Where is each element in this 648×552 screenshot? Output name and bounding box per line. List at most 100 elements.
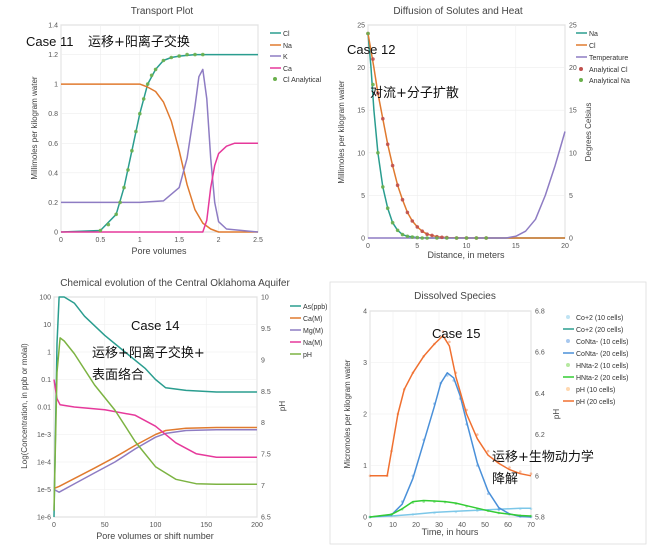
data-point-cl-analytical xyxy=(106,222,111,227)
y-axis-label: Log(Concentration, in ppb or molal) xyxy=(20,343,29,469)
data-point-ph-10-cells xyxy=(529,472,533,476)
chart-title: Diffusion of Solutes and Heat xyxy=(393,6,523,17)
grid xyxy=(369,310,532,518)
y-tick-label: 0.4 xyxy=(48,170,58,177)
x-tick-label: 0 xyxy=(368,522,372,529)
data-point-analytical-na xyxy=(435,236,439,240)
y-tick-label: 100 xyxy=(39,295,51,302)
series-line-conta-20-cells xyxy=(369,372,532,518)
data-point-ph-10-cells xyxy=(448,340,451,344)
x-tick-label: 100 xyxy=(150,522,162,529)
x-ticks: 0 5 10 15 20 xyxy=(366,243,569,250)
y2-tick-label: 5 xyxy=(569,193,573,200)
grid xyxy=(53,296,258,518)
x-axis-label: Pore volumes or shift number xyxy=(96,531,214,541)
y-ticks: 100 10 1 0.1 0.01 1e-3 1e-4 1e-5 1e-6 xyxy=(37,295,51,522)
x-tick-label: 50 xyxy=(101,522,109,529)
y-tick-label: 0.2 xyxy=(48,200,58,207)
y2-tick-label: 6.5 xyxy=(261,515,271,522)
y-tick-label: 1e-6 xyxy=(37,515,51,522)
legend-label-co-10: Co+2 (10 cells) xyxy=(576,315,623,322)
legend-label-k: K xyxy=(283,54,288,61)
data-point-analytical-na xyxy=(484,236,489,240)
annotation-text: 运移+生物动力学 xyxy=(492,449,594,465)
x-tick-label: 60 xyxy=(504,522,512,529)
legend-label-na: Na(M) xyxy=(303,340,322,347)
x-tick-label: 1.5 xyxy=(174,237,184,244)
x-ticks: 0 50 100 150 200 xyxy=(52,522,263,529)
x-ticks: 0 0.5 1 1.5 2 2.5 xyxy=(59,237,263,244)
y2-tick-label: 9 xyxy=(261,357,265,364)
data-point-cl-analytical xyxy=(98,228,103,233)
data-point-ph-10-cells xyxy=(486,449,490,453)
legend-label-cl-analytical: Cl Analytical xyxy=(283,77,322,84)
x-tick-label: 0 xyxy=(366,243,370,250)
data-point-analytical-na xyxy=(425,236,429,240)
legend-label-as: As(ppb) xyxy=(303,304,328,311)
data-point-analytical-na xyxy=(445,236,449,240)
data-point-ph-10-cells xyxy=(441,330,445,333)
data-point-analytical-cl xyxy=(376,91,380,95)
y2-tick-label: 6.8 xyxy=(535,309,545,316)
y-tick-label: 0 xyxy=(363,515,367,522)
annotation-text: 降解 xyxy=(492,472,518,487)
legend-swatch-cl-analytical xyxy=(273,77,277,81)
grid xyxy=(367,24,566,239)
data-point-analytical-cl xyxy=(415,225,420,229)
x-tick-label: 1 xyxy=(138,237,142,244)
y2-tick-label: 0 xyxy=(569,236,573,243)
series-line-ph-20-cells xyxy=(370,334,532,477)
chart-title: Dissolved Species xyxy=(414,291,496,302)
y-ticks: 0 0.2 0.4 0.6 0.8 1 1.2 1.4 xyxy=(48,23,58,237)
legend-label-ph: pH xyxy=(303,352,312,359)
legend-label-hnta-20: HNta-2 (20 cells) xyxy=(576,375,629,382)
y2-ticks: 10 9.5 9 8.5 8 7.5 7 6.5 xyxy=(261,295,271,522)
case-label: Case 11 xyxy=(26,34,73,49)
series-line-mg-m xyxy=(53,428,257,493)
legend-label-temperature: Temperature xyxy=(589,55,628,62)
x-ticks: 0 10 20 30 40 50 60 70 xyxy=(368,522,535,529)
data-point-analytical-cl xyxy=(381,116,385,121)
case-label: Case 14 xyxy=(131,318,179,333)
y2-axis-label: Degrees Celsius xyxy=(584,103,593,162)
y-tick-label: 0.01 xyxy=(37,405,51,412)
data-point-cl-analytical xyxy=(138,111,142,116)
legend-swatch-hnta-10 xyxy=(566,363,570,367)
data-point-analytical-na xyxy=(474,236,479,240)
data-point-ph-10-cells xyxy=(508,466,511,469)
y2-ticks: 0 5 10 15 20 25 xyxy=(569,23,577,243)
y-tick-label: 0.8 xyxy=(48,111,58,118)
annotation-text: 表面络合 xyxy=(92,367,144,383)
data-point-ph-10-cells xyxy=(519,470,522,474)
annotation-text: 运移+阳离子交换+ xyxy=(92,345,205,361)
legend-label-cl: Cl xyxy=(283,31,290,38)
chart-transport-plot: Transport Plot 0 0.5 1 1.5 2 2.5 0 0.2 0.4 0.6 0.… xyxy=(26,6,322,256)
y-tick-label: 2 xyxy=(363,412,367,419)
legend: Na Cl Temperature Analytical Cl Analytic… xyxy=(576,31,630,85)
data-point-cl-analytical xyxy=(118,200,122,205)
y-tick-label: 0 xyxy=(361,236,365,243)
data-point-cl-analytical xyxy=(134,129,138,134)
data-point-analytical-na xyxy=(376,151,380,155)
data-point-cl-analytical xyxy=(126,168,130,172)
legend: Cl Na K Ca Cl Analytical xyxy=(270,31,322,84)
legend-swatch-ph-10 xyxy=(566,387,570,391)
x-tick-label: 10 xyxy=(389,522,397,529)
y-axis-label: Micromoles per kilogram water xyxy=(343,359,352,468)
x-tick-label: 5 xyxy=(415,243,419,250)
legend-label-analytical-cl: Analytical Cl xyxy=(589,67,628,74)
series-line-ca xyxy=(61,142,258,233)
data-point-analytical-na xyxy=(385,206,390,210)
legend-swatch-analytical-na xyxy=(579,78,583,82)
x-tick-label: 40 xyxy=(458,522,466,529)
y2-tick-label: 9.5 xyxy=(261,326,271,333)
y-tick-label: 3 xyxy=(363,360,367,367)
y2-tick-label: 6.2 xyxy=(535,432,545,439)
x-axis-label: Distance, in meters xyxy=(427,250,505,260)
annotation-text: 对流+分子扩散 xyxy=(370,86,459,101)
data-point-analytical-na xyxy=(400,232,405,237)
case-label: Case 15 xyxy=(432,326,480,341)
series-group xyxy=(366,31,566,240)
annotation-text: 运移+阳离子交换 xyxy=(88,34,190,50)
data-point-cl-analytical xyxy=(193,52,197,57)
